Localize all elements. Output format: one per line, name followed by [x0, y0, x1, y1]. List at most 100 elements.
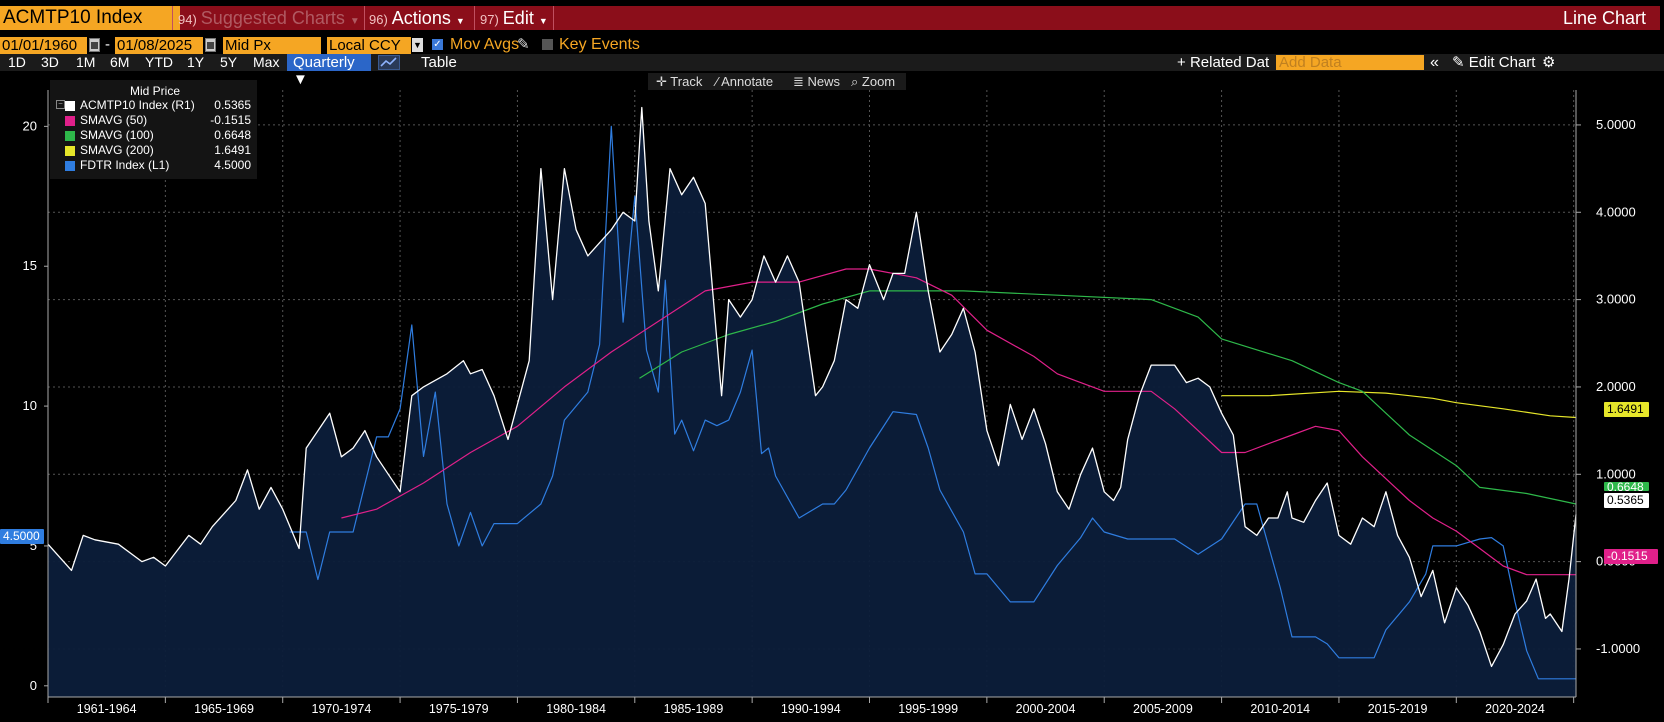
fdtr-last-value-tag: 4.5000	[0, 529, 44, 544]
left-tick-label: 0	[30, 678, 37, 693]
start-date-field[interactable]: 01/01/1960	[0, 37, 87, 54]
x-tick-label: 2015-2019	[1368, 702, 1428, 716]
legend-swatch	[65, 116, 75, 126]
calendar-icon[interactable]	[205, 38, 216, 52]
right-tick-label: -1.0000	[1596, 641, 1640, 656]
menu-number: 96)	[369, 12, 388, 27]
legend-series-name: SMAVG (100)	[80, 128, 154, 142]
end-date-field[interactable]: 01/08/2025	[115, 37, 203, 54]
x-tick-label: 1985-1989	[664, 702, 724, 716]
chart-tools	[648, 73, 906, 90]
frequency-select[interactable]: Quarterly ▼	[287, 54, 371, 88]
ticker-field[interactable]: ACMTP10 Index	[0, 6, 180, 30]
key-events-checkbox[interactable]	[542, 39, 553, 50]
chevron-down-icon[interactable]: ▼	[412, 38, 423, 52]
suggested-charts-menu[interactable]: 94) Suggested Charts ▼	[178, 6, 360, 30]
legend-swatch	[65, 131, 75, 141]
actions-menu[interactable]: 96) Actions ▼	[369, 6, 465, 30]
gear-icon[interactable]: ⚙	[1542, 54, 1556, 71]
line-draw-icon: ∕	[716, 74, 719, 89]
chart-type-label[interactable]: Line Chart	[1562, 8, 1646, 28]
track-label: Track	[670, 74, 703, 89]
legend: Mid Price − ACMTP10 Index (R1) 0.5365 SM…	[50, 80, 257, 179]
left-tick-label: 15	[23, 258, 37, 273]
x-tick-label: 2000-2004	[1016, 702, 1076, 716]
mov-avgs-checkbox[interactable]: ✓	[432, 39, 443, 50]
acm-last-value-tag: 0.5365	[1604, 493, 1649, 508]
legend-series-name: ACMTP10 Index (R1)	[80, 98, 195, 112]
range-ytd[interactable]: YTD	[145, 54, 173, 70]
series-line	[1221, 390, 1577, 419]
price-field-select[interactable]: Mid Px	[223, 37, 321, 54]
acm-area	[48, 107, 1576, 697]
news-label: News	[807, 74, 841, 89]
currency-select[interactable]: Local CCY	[327, 37, 411, 54]
sma200-last-value-tag: 1.6491	[1604, 402, 1649, 417]
x-tick-label: 1980-1984	[546, 702, 606, 716]
range-6m[interactable]: 6M	[110, 54, 130, 70]
range-3d[interactable]: 3D	[41, 54, 59, 70]
series-line	[341, 268, 1576, 576]
track-tool[interactable]: ✛ Track	[656, 73, 702, 90]
zoom-label: Zoom	[861, 74, 896, 89]
right-tick-label: 2.0000	[1596, 379, 1636, 394]
divider	[364, 6, 365, 30]
menu-label: Suggested Charts	[200, 8, 345, 28]
zoom-tool[interactable]: ⌕ Zoom	[851, 73, 895, 90]
news-tool[interactable]: ≣ News	[793, 73, 840, 90]
header-bar	[0, 6, 1660, 30]
related-data-button[interactable]: + Related Dat	[1177, 54, 1269, 71]
range-1m[interactable]: 1M	[76, 54, 96, 70]
line-chart-icon[interactable]	[378, 55, 400, 70]
range-max[interactable]: Max	[253, 54, 280, 70]
legend-swatch	[65, 101, 75, 111]
x-tick-label: 1961-1964	[77, 702, 137, 716]
key-events-label[interactable]: Key Events	[559, 36, 640, 53]
range-toolbar	[0, 54, 1664, 71]
mov-avgs-label[interactable]: Mov Avgs	[450, 36, 520, 53]
table-button[interactable]: Table	[421, 54, 457, 71]
x-tick-label: 2010-2014	[1250, 702, 1310, 716]
legend-swatch	[65, 161, 75, 171]
left-tick-label: 5	[30, 538, 37, 553]
left-tick-label: 10	[23, 398, 37, 413]
legend-collapse-icon[interactable]: −	[56, 100, 65, 109]
range-1y[interactable]: 1Y	[187, 54, 205, 70]
legend-series-value: 0.6648	[214, 128, 251, 142]
annotate-tool[interactable]: ∕ Annotate	[716, 73, 773, 90]
series-line	[289, 125, 1576, 680]
menu-number: 97)	[480, 12, 499, 27]
menu-label: Actions	[391, 8, 451, 28]
legend-series-value: 4.5000	[214, 158, 251, 172]
frequency-label: Quarterly	[293, 54, 355, 71]
sma100-last-value-tag: 0.6648	[1604, 482, 1649, 491]
range-5y[interactable]: 5Y	[220, 54, 238, 70]
x-tick-label: 1965-1969	[194, 702, 254, 716]
legend-series-name: SMAVG (200)	[80, 143, 154, 157]
plus-icon: +	[1177, 54, 1186, 71]
chevron-down-icon: ▼	[293, 71, 308, 88]
edit-chart-button[interactable]: ✎ Edit Chart	[1452, 54, 1535, 71]
legend-series-name: FDTR Index (L1)	[80, 158, 170, 172]
divider	[553, 6, 554, 30]
chevron-down-icon: ▼	[538, 16, 548, 26]
calendar-icon[interactable]	[89, 38, 100, 52]
legend-series-value: 1.6491	[214, 143, 251, 157]
edit-menu[interactable]: 97) Edit ▼	[480, 6, 548, 30]
menu-label: Edit	[502, 8, 534, 28]
range-1d[interactable]: 1D	[8, 54, 26, 70]
legend-series-value: 0.5365	[214, 98, 251, 112]
collapse-icon[interactable]: «	[1430, 54, 1439, 71]
pencil-icon[interactable]: ✎	[517, 36, 530, 53]
series-line	[47, 106, 1577, 668]
series-area	[48, 107, 1576, 697]
x-tick-label: 2005-2009	[1133, 702, 1193, 716]
chevron-down-icon: ▼	[349, 16, 360, 27]
add-data-input[interactable]: Add Data	[1276, 55, 1424, 70]
x-tick-label: 1995-1999	[898, 702, 958, 716]
right-tick-label: 5.0000	[1596, 117, 1636, 132]
menu-number: 94)	[178, 12, 197, 27]
right-tick-label: 1.0000	[1596, 466, 1636, 481]
x-tick-label: 1990-1994	[781, 702, 841, 716]
